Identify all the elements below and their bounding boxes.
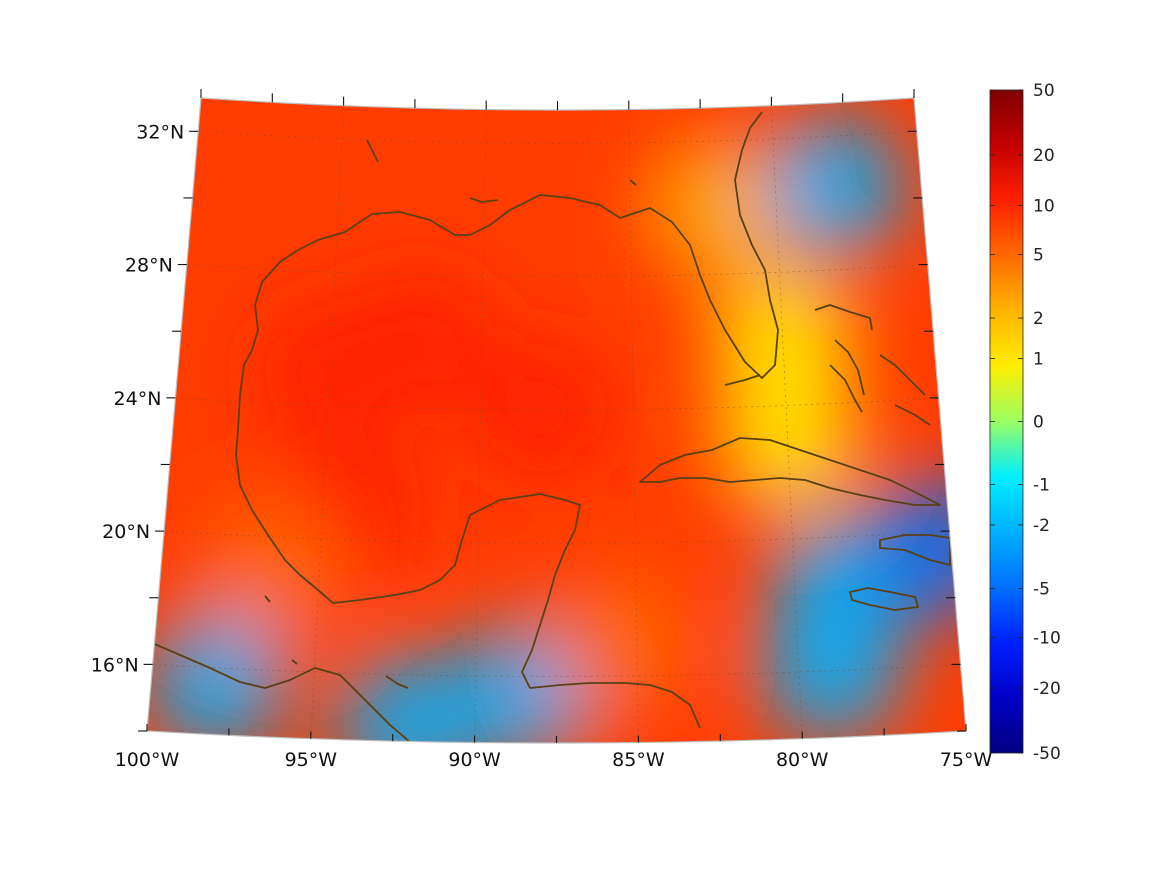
graticule-meridian: [310, 105, 344, 739]
frame-ticks: [138, 89, 967, 743]
graticule-parallel: [152, 664, 961, 677]
field-anomaly-13: [339, 654, 480, 743]
coastline-mexico-pacific: [149, 641, 411, 743]
colorbar-label: 2: [1033, 309, 1044, 329]
colorbar-gradient: [989, 89, 1024, 754]
graticule-parallel: [164, 530, 950, 544]
coastline-gulf: [235, 213, 581, 689]
colorbar-label: 50: [1033, 81, 1055, 101]
field-anomaly-15: [550, 572, 691, 713]
coastline-jamaica: [849, 587, 919, 611]
colorbar-label: 10: [1033, 196, 1055, 216]
colorbar-label: 0: [1033, 413, 1044, 433]
colorbar-label: -50: [1033, 744, 1061, 764]
coastline-islands: [264, 139, 761, 689]
latitude-label: 32°N: [136, 121, 184, 143]
colorbar-label: -2: [1033, 516, 1050, 536]
colorbar-label: 5: [1033, 245, 1044, 265]
latitude-label: 16°N: [91, 654, 139, 676]
longitude-label: 90°W: [448, 749, 501, 771]
coastline-hispaniola: [879, 534, 951, 566]
colorbar-label: -10: [1033, 629, 1061, 649]
field-anomaly-6: [763, 116, 904, 257]
field-anomaly-12: [147, 614, 287, 743]
coastline-bahamas: [814, 304, 931, 426]
longitude-label: 80°W: [776, 749, 829, 771]
latitude-label: 28°N: [125, 255, 173, 277]
field-anomaly-5: [647, 137, 788, 278]
longitude-label: 85°W: [612, 749, 665, 771]
latitude-label: 20°N: [102, 521, 150, 543]
coastline-central-america: [529, 682, 701, 729]
latitude-label: 24°N: [114, 388, 162, 410]
colorbar-label: -5: [1033, 580, 1050, 600]
colorbar-label: 1: [1033, 350, 1044, 370]
coastline-northern-gulf: [371, 111, 779, 379]
map-area: [138, 89, 967, 744]
coastline-layer: [149, 111, 951, 743]
longitude-label: 95°W: [285, 749, 338, 771]
colorbar-label: -20: [1033, 679, 1061, 699]
field-anomaly-10: [865, 478, 966, 619]
coastline-cuba: [639, 437, 941, 506]
longitude-label: 75°W: [940, 749, 993, 771]
colorbar-label: -1: [1033, 475, 1050, 495]
colorbar-label: 20: [1033, 146, 1055, 166]
graticule-meridian: [771, 105, 803, 739]
field-anomaly-1: [351, 271, 492, 412]
field-anomaly-7: [712, 268, 853, 409]
longitude-labels: 100°W 95°W 90°W 85°W 80°W 75°W: [115, 749, 993, 771]
latitude-labels: 32°N 28°N 24°N 20°N 16°N: [91, 121, 184, 676]
graticule-parallel: [175, 397, 939, 411]
field-anomaly-layer: [147, 116, 966, 743]
longitude-label: 100°W: [115, 749, 180, 771]
